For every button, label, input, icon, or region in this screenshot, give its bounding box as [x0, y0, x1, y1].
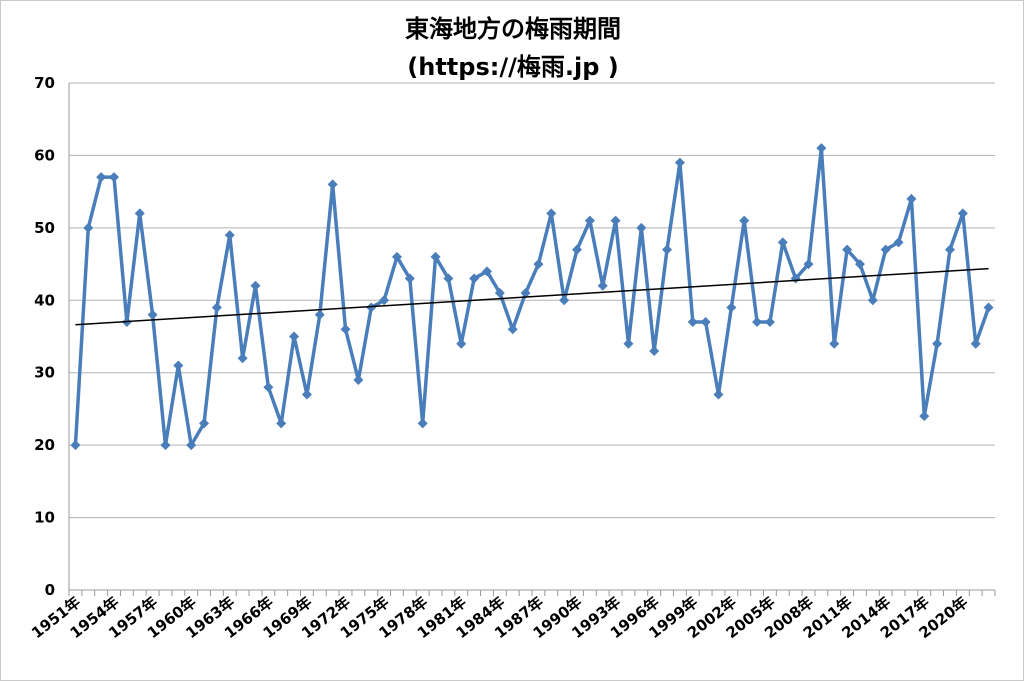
data-point	[173, 360, 184, 371]
data-point	[301, 389, 312, 400]
data-point	[854, 259, 865, 270]
data-point	[700, 317, 711, 328]
data-point	[867, 295, 878, 306]
data-point	[970, 338, 981, 349]
data-point	[957, 208, 968, 219]
data-point	[726, 302, 737, 313]
trend-line	[75, 267, 989, 326]
chart-title: 東海地方の梅雨期間	[405, 15, 621, 43]
data-point	[572, 244, 583, 255]
data-point	[186, 440, 197, 451]
data-point	[70, 440, 81, 451]
data-point	[520, 288, 531, 299]
data-point	[533, 259, 544, 270]
data-point	[134, 208, 145, 219]
data-point	[546, 208, 557, 219]
data-point	[932, 338, 943, 349]
data-point	[417, 418, 428, 429]
y-tick-label: 40	[34, 291, 55, 309]
data-point	[160, 440, 171, 451]
data-point	[289, 331, 300, 342]
data-point	[199, 418, 210, 429]
data-point	[237, 353, 248, 364]
data-point	[752, 317, 763, 328]
data-point	[379, 295, 390, 306]
data-point	[906, 193, 917, 204]
y-tick-label: 0	[45, 581, 55, 599]
data-point	[559, 295, 570, 306]
data-point	[893, 237, 904, 248]
data-point	[739, 215, 750, 226]
y-tick-label: 10	[34, 509, 55, 527]
y-tick-label: 50	[34, 219, 55, 237]
data-point	[662, 244, 673, 255]
data-point	[623, 338, 634, 349]
data-point	[649, 345, 660, 356]
data-point	[276, 418, 287, 429]
data-point	[109, 172, 120, 183]
y-tick-label: 30	[34, 364, 55, 382]
data-point	[713, 389, 724, 400]
chart-subtitle: (https://梅雨.jp )	[407, 53, 619, 81]
data-point	[469, 273, 480, 284]
data-point	[263, 382, 274, 393]
data-point	[340, 324, 351, 335]
data-point	[944, 244, 955, 255]
data-point	[983, 302, 994, 313]
data-point	[674, 157, 685, 168]
y-tick-label: 20	[34, 436, 55, 454]
data-point	[687, 317, 698, 328]
data-point	[353, 374, 364, 385]
data-point	[366, 302, 377, 313]
data-point	[147, 309, 158, 320]
data-point	[404, 273, 415, 284]
data-point	[430, 251, 441, 262]
data-point	[314, 309, 325, 320]
data-point	[829, 338, 840, 349]
data-point	[816, 143, 827, 154]
data-point	[842, 244, 853, 255]
data-point	[327, 179, 338, 190]
y-tick-label: 60	[34, 146, 55, 164]
data-point	[96, 172, 107, 183]
data-point	[481, 266, 492, 277]
data-point	[777, 237, 788, 248]
data-point	[250, 280, 261, 291]
data-point	[880, 244, 891, 255]
data-point	[224, 230, 235, 241]
data-point	[391, 251, 402, 262]
data-point	[597, 280, 608, 291]
y-tick-label: 70	[34, 74, 55, 92]
data-point	[507, 324, 518, 335]
data-point	[443, 273, 454, 284]
data-point	[211, 302, 222, 313]
data-point	[919, 411, 930, 422]
data-point	[803, 259, 814, 270]
data-point	[584, 215, 595, 226]
data-point	[610, 215, 621, 226]
data-point	[83, 222, 94, 233]
data-point	[456, 338, 467, 349]
data-point	[636, 222, 647, 233]
series-line	[73, 146, 991, 447]
data-point	[494, 288, 505, 299]
data-point	[764, 317, 775, 328]
